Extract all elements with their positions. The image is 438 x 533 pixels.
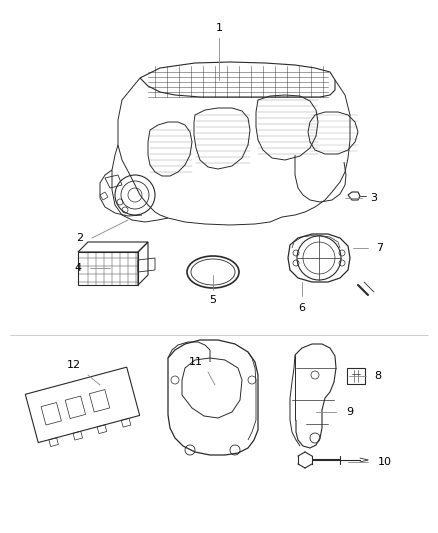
Text: 9: 9 [346,407,353,417]
Text: 7: 7 [376,243,384,253]
Text: 6: 6 [299,303,305,313]
Text: 3: 3 [371,193,378,203]
Text: 11: 11 [189,357,203,367]
Text: 12: 12 [67,360,81,370]
Text: 2: 2 [77,233,84,243]
Text: 4: 4 [74,263,81,273]
Text: 5: 5 [209,295,216,305]
Text: 10: 10 [378,457,392,467]
Text: 1: 1 [215,23,223,33]
Text: 8: 8 [374,371,381,381]
